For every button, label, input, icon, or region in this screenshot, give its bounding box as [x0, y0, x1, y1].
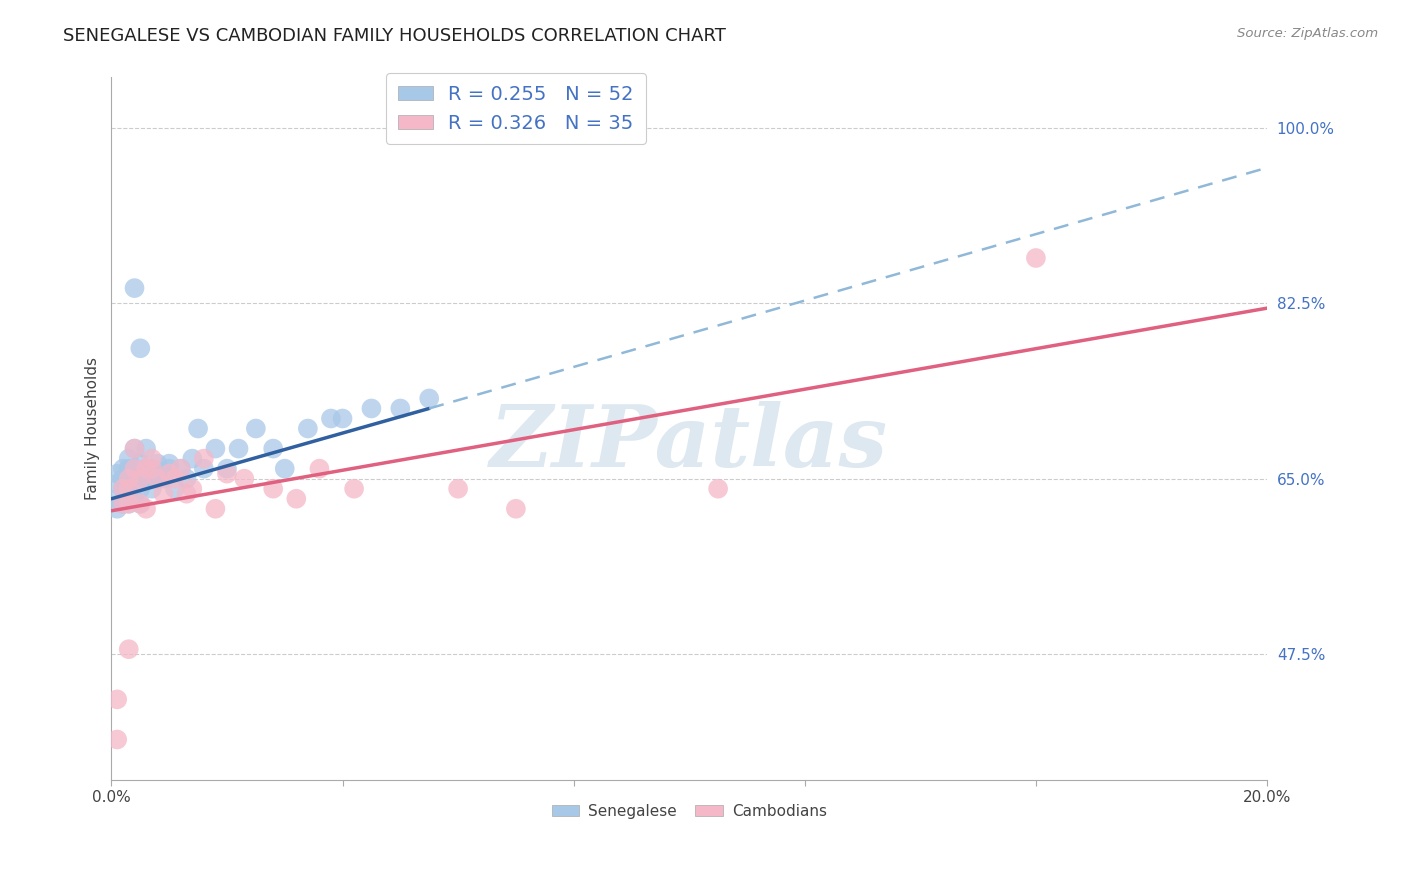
Cambodians [157, 467, 180, 481]
Senegalese [135, 442, 157, 456]
Senegalese [105, 476, 128, 491]
Senegalese [187, 421, 209, 435]
Senegalese [297, 421, 319, 435]
Senegalese [111, 461, 134, 475]
Senegalese [129, 341, 152, 355]
Senegalese [105, 467, 128, 481]
Senegalese [111, 482, 134, 496]
Cambodians [1025, 251, 1047, 265]
Senegalese [129, 457, 152, 471]
Senegalese [152, 467, 174, 481]
Senegalese [176, 472, 198, 486]
Senegalese [204, 442, 226, 456]
Senegalese [105, 501, 128, 516]
Cambodians [118, 472, 141, 486]
Cambodians [146, 472, 169, 486]
Cambodians [308, 461, 330, 475]
Senegalese [111, 472, 134, 486]
Senegalese [141, 482, 163, 496]
Cambodians [135, 461, 157, 475]
Cambodians [129, 497, 152, 511]
Cambodians [170, 461, 193, 475]
Legend: Senegalese, Cambodians: Senegalese, Cambodians [546, 797, 832, 824]
Senegalese [215, 461, 238, 475]
Cambodians [129, 472, 152, 486]
Cambodians [105, 732, 128, 747]
Senegalese [319, 411, 342, 425]
Cambodians [111, 497, 134, 511]
Cambodians [135, 501, 157, 516]
Senegalese [389, 401, 412, 416]
Senegalese [262, 442, 284, 456]
Cambodians [193, 451, 215, 466]
Senegalese [170, 461, 193, 475]
Cambodians [163, 472, 186, 486]
Cambodians [181, 482, 204, 496]
Cambodians [118, 482, 141, 496]
Senegalese [118, 487, 141, 501]
Senegalese [193, 461, 215, 475]
Cambodians [111, 482, 134, 496]
Senegalese [118, 461, 141, 475]
Cambodians [285, 491, 308, 506]
Cambodians [215, 467, 238, 481]
Senegalese [124, 442, 146, 456]
Cambodians [343, 482, 366, 496]
Senegalese [118, 497, 141, 511]
Senegalese [332, 411, 354, 425]
Senegalese [124, 472, 146, 486]
Cambodians [707, 482, 730, 496]
Senegalese [163, 482, 186, 496]
Cambodians [105, 692, 128, 706]
Text: ZIPatlas: ZIPatlas [491, 401, 889, 484]
Y-axis label: Family Households: Family Households [86, 357, 100, 500]
Cambodians [118, 497, 141, 511]
Cambodians [204, 501, 226, 516]
Senegalese [245, 421, 267, 435]
Senegalese [111, 497, 134, 511]
Cambodians [505, 501, 527, 516]
Cambodians [447, 482, 470, 496]
Cambodians [141, 461, 163, 475]
Senegalese [129, 482, 152, 496]
Cambodians [152, 487, 174, 501]
Senegalese [418, 392, 440, 406]
Senegalese [124, 461, 146, 475]
Cambodians [118, 642, 141, 657]
Senegalese [129, 497, 152, 511]
Senegalese [228, 442, 250, 456]
Cambodians [124, 461, 146, 475]
Senegalese [141, 461, 163, 475]
Cambodians [141, 451, 163, 466]
Senegalese [124, 491, 146, 506]
Senegalese [135, 461, 157, 475]
Cambodians [176, 487, 198, 501]
Senegalese [152, 472, 174, 486]
Senegalese [157, 461, 180, 475]
Text: SENEGALESE VS CAMBODIAN FAMILY HOUSEHOLDS CORRELATION CHART: SENEGALESE VS CAMBODIAN FAMILY HOUSEHOLD… [63, 27, 725, 45]
Senegalese [146, 472, 169, 486]
Senegalese [124, 281, 146, 295]
Senegalese [129, 467, 152, 481]
Cambodians [262, 482, 284, 496]
Cambodians [124, 442, 146, 456]
Senegalese [157, 457, 180, 471]
Text: Source: ZipAtlas.com: Source: ZipAtlas.com [1237, 27, 1378, 40]
Senegalese [274, 461, 297, 475]
Senegalese [105, 491, 128, 506]
Senegalese [181, 451, 204, 466]
Senegalese [360, 401, 382, 416]
Senegalese [118, 451, 141, 466]
Senegalese [118, 476, 141, 491]
Cambodians [233, 472, 256, 486]
Senegalese [146, 457, 169, 471]
Senegalese [135, 472, 157, 486]
